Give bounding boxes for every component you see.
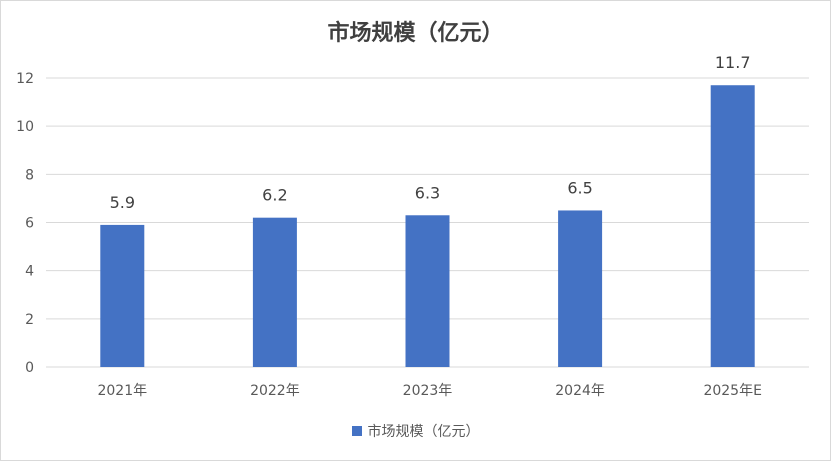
bars	[100, 85, 755, 367]
bar-2022年	[252, 217, 297, 367]
data-label: 11.7	[715, 53, 751, 72]
x-tick-label: 2024年	[555, 383, 605, 399]
bar-2023年	[405, 215, 450, 367]
data-label: 6.3	[415, 183, 440, 202]
data-label: 6.5	[567, 178, 592, 197]
x-axis-ticks: 2021年 2022年 2023年 2024年 2025年E	[97, 383, 761, 399]
y-tick-label: 10	[16, 119, 34, 135]
data-label: 5.9	[110, 193, 135, 212]
data-labels: 5.9 6.2 6.3 6.5 11.7	[110, 53, 751, 212]
legend-label: 市场规模（亿元）	[367, 424, 480, 440]
x-tick-label: 2022年	[250, 383, 300, 399]
bar-2024年	[558, 210, 603, 367]
x-tick-label: 2021年	[97, 383, 147, 399]
y-tick-label: 12	[16, 71, 34, 87]
legend: 市场规模（亿元）	[1, 421, 830, 441]
chart-title: 市场规模（亿元）	[327, 21, 504, 46]
x-tick-label: 2025年E	[703, 383, 761, 399]
y-axis-ticks: 0 2 4 6 8 10 12	[16, 71, 34, 376]
bar-2025年E	[710, 85, 755, 367]
bar-2021年	[100, 224, 145, 367]
legend-swatch	[351, 426, 362, 436]
y-tick-label: 2	[25, 312, 34, 328]
y-tick-label: 0	[25, 360, 34, 376]
y-tick-label: 4	[25, 264, 34, 280]
y-tick-label: 8	[25, 167, 34, 183]
y-tick-label: 6	[25, 216, 34, 232]
data-label: 6.2	[262, 186, 287, 205]
x-tick-label: 2023年	[403, 383, 453, 399]
